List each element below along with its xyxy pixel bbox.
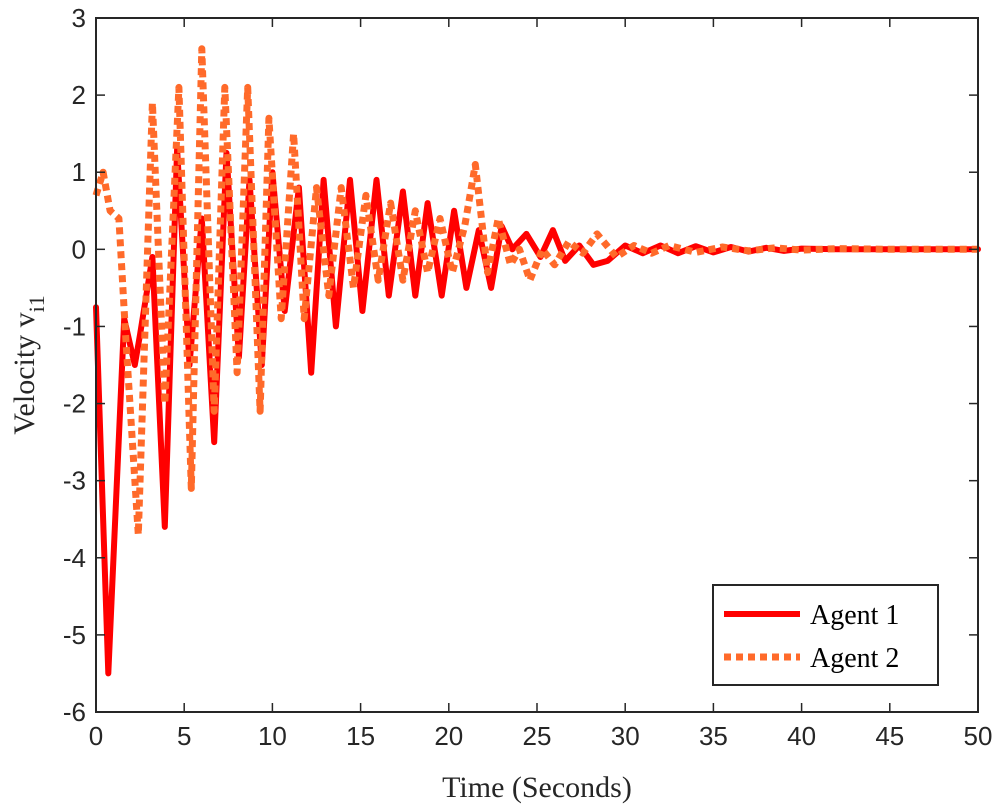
series-line-agent-1 — [93, 146, 981, 677]
x-tick-label: 10 — [258, 721, 287, 751]
series-line-agent-2 — [92, 45, 978, 539]
legend-label-agent-1: Agent 1 — [810, 600, 899, 631]
x-tick-label: 40 — [787, 721, 816, 751]
legend: Agent 1 Agent 2 — [712, 584, 939, 686]
x-axis-title: Time (Seconds) — [442, 771, 632, 804]
x-tick-label: 15 — [346, 721, 375, 751]
ticks-layer — [95, 17, 979, 713]
y-tick-label: -5 — [63, 620, 86, 650]
y-tick-label: -4 — [63, 543, 86, 573]
x-tick-label: 45 — [875, 721, 904, 751]
y-tick-label: 0 — [72, 234, 86, 264]
x-tick-label: 50 — [964, 721, 993, 751]
legend-label-agent-2: Agent 2 — [810, 643, 899, 674]
x-tick-label: 35 — [699, 721, 728, 751]
x-tick-label: 25 — [523, 721, 552, 751]
x-tick-label: 0 — [89, 721, 103, 751]
y-tick-label: -2 — [63, 389, 86, 419]
x-tick-label: 5 — [177, 721, 191, 751]
y-tick-label: 2 — [72, 80, 86, 110]
series-layer — [92, 45, 981, 677]
y-axis-title-main: Velocity v — [8, 312, 41, 434]
y-tick-label: -1 — [63, 311, 86, 341]
y-tick-label: -6 — [63, 697, 86, 727]
x-tick-label: 30 — [611, 721, 640, 751]
legend-box — [712, 584, 939, 686]
y-tick-label: 1 — [72, 157, 86, 187]
y-tick-label: -3 — [63, 466, 86, 496]
y-axis-title: Velocity vi1 — [8, 295, 49, 435]
x-tick-label: 20 — [434, 721, 463, 751]
y-tick-label: 3 — [72, 3, 86, 33]
y-axis-title-subscript: i1 — [24, 295, 49, 312]
